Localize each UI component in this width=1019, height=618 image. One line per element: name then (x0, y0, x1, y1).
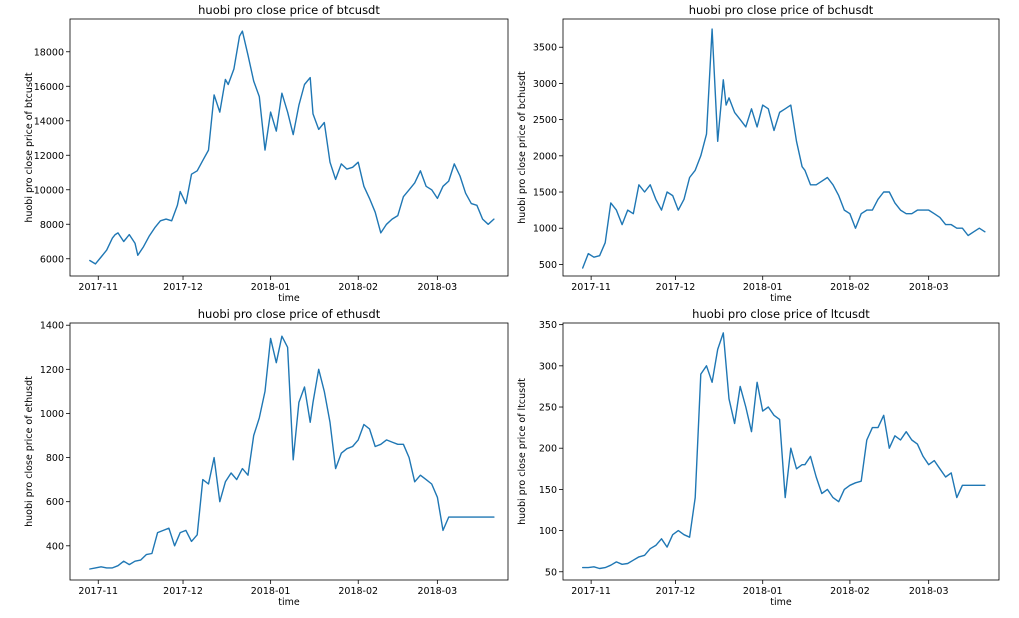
x-tick-label: 2018-01 (743, 586, 783, 597)
y-tick-label: 350 (539, 320, 557, 331)
y-tick-label: 6000 (40, 254, 64, 265)
x-axis-label: time (278, 597, 300, 608)
x-tick-label: 2017-11 (571, 282, 611, 293)
y-tick-label: 14000 (34, 116, 64, 127)
x-tick-label: 2018-01 (251, 282, 291, 293)
chart-title: huobi pro close price of ethusdt (198, 307, 381, 321)
x-tick-label: 2017-11 (571, 586, 611, 597)
x-tick-label: 2017-12 (163, 586, 203, 597)
plot-frame (69, 322, 509, 581)
subplot-3: 2017-11 2017-12 2018-01 2018-02 2018-03 400 60… (24, 307, 509, 608)
x-tick-label: 2018-02 (338, 586, 378, 597)
y-tick-label: 1200 (40, 365, 64, 376)
subplot-2: 2017-11 2017-12 2018-01 2018-02 2018-03 500 10… (517, 3, 1000, 304)
series-line (89, 30, 495, 265)
subplot-1: 2017-11 2017-12 2018-01 2018-02 2018-03 6000 8… (24, 3, 509, 304)
y-tick-label: 2000 (533, 151, 557, 162)
x-tick-label: 2018-01 (743, 282, 783, 293)
x-tick-label: 2017-12 (656, 282, 696, 293)
subplot-4: 2017-11 2017-12 2018-01 2018-02 2018-03 50 100… (517, 307, 1000, 608)
y-tick-label: 2500 (533, 115, 557, 126)
y-tick-label: 100 (539, 526, 557, 537)
y-axis-label: huobi pro close price of btcusdt (24, 72, 35, 222)
chart-title: huobi pro close price of btcusdt (198, 3, 380, 17)
x-tick-label: 2018-01 (251, 586, 291, 597)
x-tick-label: 2017-12 (656, 586, 696, 597)
y-axis-label: huobi pro close price of ltcusdt (517, 378, 528, 525)
chart-title: huobi pro close price of bchusdt (689, 3, 874, 17)
y-tick-label: 200 (539, 444, 557, 455)
x-axis-label: time (770, 293, 792, 304)
plot-frame (562, 18, 1000, 277)
plot-frame (69, 18, 509, 277)
x-tick-label: 2017-11 (78, 586, 118, 597)
y-tick-label: 18000 (34, 47, 64, 58)
y-tick-label: 12000 (34, 151, 64, 162)
y-tick-label: 1000 (533, 224, 557, 235)
x-tick-label: 2018-03 (909, 282, 949, 293)
y-tick-label: 150 (539, 485, 557, 496)
y-axis-label: huobi pro close price of bchusdt (517, 71, 528, 224)
y-tick-label: 800 (46, 453, 64, 464)
y-tick-label: 3000 (533, 79, 557, 90)
y-tick-label: 8000 (40, 220, 64, 231)
x-tick-label: 2017-11 (78, 282, 118, 293)
y-tick-label: 1400 (40, 321, 64, 332)
chart-title: huobi pro close price of ltcusdt (692, 307, 870, 321)
x-tick-label: 2018-03 (418, 282, 458, 293)
x-tick-label: 2018-03 (418, 586, 458, 597)
y-axis-label: huobi pro close price of ethusdt (24, 376, 35, 527)
x-tick-label: 2018-02 (830, 282, 870, 293)
y-tick-label: 600 (46, 497, 64, 508)
y-tick-label: 250 (539, 403, 557, 414)
x-tick-label: 2018-02 (338, 282, 378, 293)
y-tick-label: 500 (539, 260, 557, 271)
x-axis-label: time (278, 293, 300, 304)
x-tick-label: 2018-03 (909, 586, 949, 597)
x-tick-label: 2017-12 (163, 282, 203, 293)
x-tick-label: 2018-02 (830, 586, 870, 597)
x-axis-label: time (770, 597, 792, 608)
y-tick-label: 3500 (533, 43, 557, 54)
series-line (89, 335, 495, 570)
y-tick-label: 400 (46, 541, 64, 552)
y-tick-label: 1000 (40, 409, 64, 420)
y-tick-label: 16000 (34, 82, 64, 93)
y-tick-label: 1500 (533, 188, 557, 199)
series-line (582, 332, 986, 570)
y-tick-label: 300 (539, 361, 557, 372)
series-line (582, 28, 986, 269)
y-tick-label: 50 (545, 567, 557, 578)
plot-frame (562, 322, 1000, 581)
y-tick-label: 10000 (34, 185, 64, 196)
